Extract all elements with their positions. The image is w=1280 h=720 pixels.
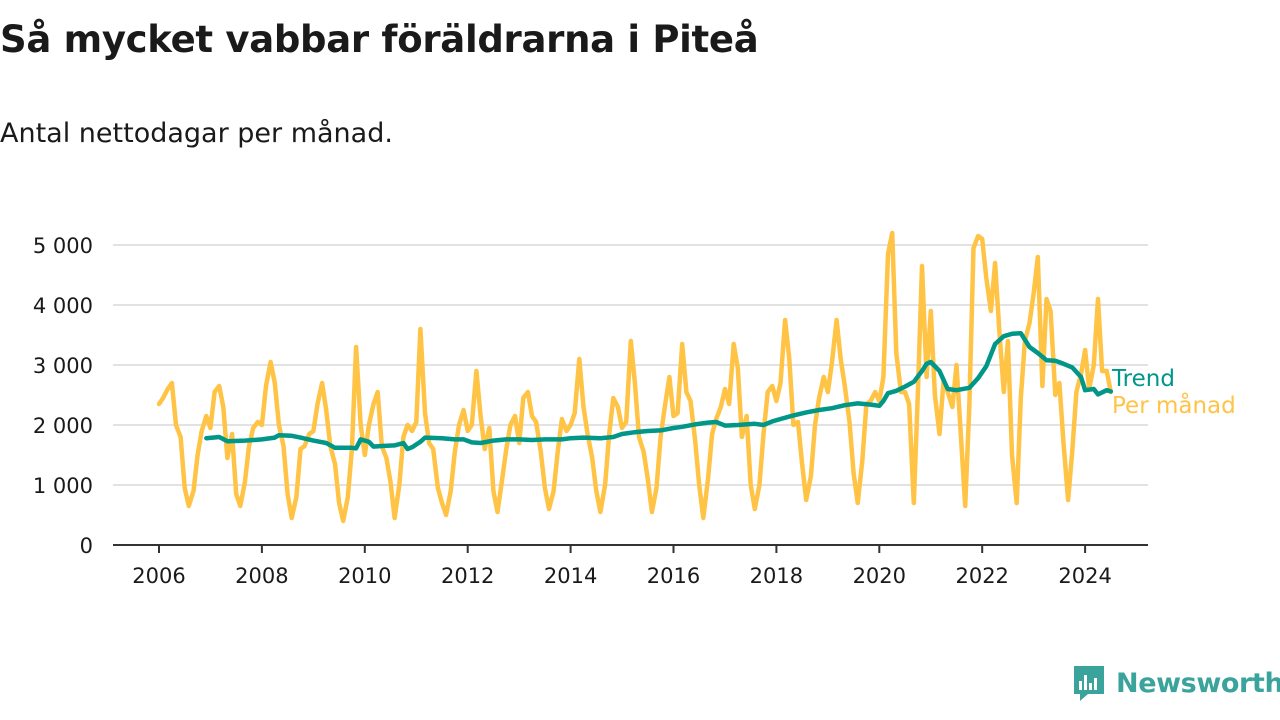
y-tick-label: 3 000 xyxy=(33,354,93,378)
per-month-line xyxy=(156,230,1114,524)
chart-title: Så mycket vabbar föräldrarna i Piteå xyxy=(0,18,759,61)
newsworthy-logo: Newsworthy xyxy=(1072,664,1280,702)
x-tick-label: 2014 xyxy=(544,564,597,588)
y-tick-label: 1 000 xyxy=(33,474,93,498)
y-axis-ticks: 0 1 000 2 000 3 000 4 000 5 000 xyxy=(33,234,93,558)
x-axis-ticks: 2006 2008 2010 2012 2014 2016 2018 2020 2022 2024 xyxy=(132,545,1112,588)
x-tick-label: 2024 xyxy=(1058,564,1111,588)
trend-line xyxy=(204,330,1114,452)
newsworthy-logo-text: Newsworthy xyxy=(1116,667,1280,699)
series-lines xyxy=(156,230,1114,524)
y-tick-label: 4 000 xyxy=(33,294,93,318)
x-tick-label: 2016 xyxy=(647,564,700,588)
trend-label: Trend xyxy=(1111,366,1175,392)
x-tick-label: 2006 xyxy=(132,564,185,588)
x-tick-label: 2008 xyxy=(235,564,288,588)
per-month-label: Per månad xyxy=(1112,391,1236,419)
x-tick-label: 2010 xyxy=(338,564,391,588)
x-tick-label: 2018 xyxy=(750,564,803,588)
x-tick-label: 2022 xyxy=(955,564,1008,588)
y-tick-label: 2 000 xyxy=(33,414,93,438)
x-tick-label: 2020 xyxy=(853,564,906,588)
y-tick-label: 5 000 xyxy=(33,234,93,258)
newsworthy-logo-icon xyxy=(1074,666,1104,701)
chart-subtitle: Antal nettodagar per månad. xyxy=(0,118,393,149)
x-tick-label: 2012 xyxy=(441,564,494,588)
y-tick-label: 0 xyxy=(80,534,93,558)
